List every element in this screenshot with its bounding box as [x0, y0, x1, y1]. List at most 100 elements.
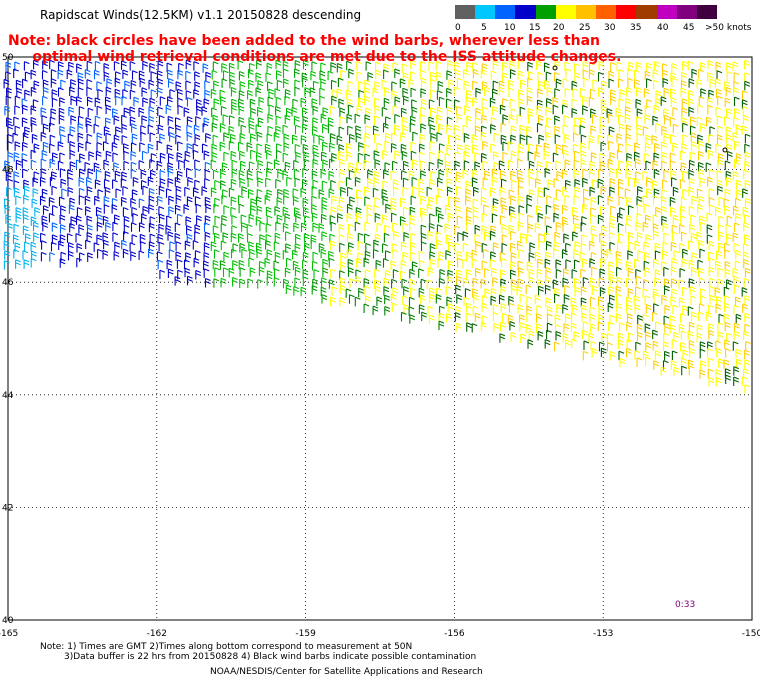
wind-barb: [715, 369, 722, 379]
wind-barb: [600, 257, 606, 268]
wind-barb: [105, 117, 111, 127]
wind-barb: [663, 169, 670, 180]
wind-barb: [466, 61, 473, 72]
wind-barb: [525, 284, 532, 295]
wind-barb: [59, 258, 66, 268]
wind-barb: [355, 212, 362, 222]
wind-barb: [275, 149, 282, 160]
wind-barb: [121, 239, 127, 250]
wind-barb: [589, 160, 596, 171]
wind-barb: [507, 141, 514, 151]
wind-barbs: [3, 59, 751, 394]
wind-barb: [374, 268, 380, 279]
wind-barb: [157, 60, 164, 70]
wind-barb: [582, 168, 589, 178]
wind-barb: [607, 302, 614, 312]
wind-barb: [105, 104, 112, 115]
wind-barb: [491, 267, 497, 278]
wind-barb: [617, 339, 624, 350]
wind-barb: [383, 169, 389, 179]
wind-barb: [204, 169, 211, 179]
wind-barb: [474, 233, 481, 244]
wind-barb: [518, 98, 525, 109]
wind-barb: [619, 89, 626, 99]
wind-barb: [670, 97, 677, 107]
wind-barb: [742, 243, 749, 253]
wind-barb: [633, 258, 640, 269]
wind-barb: [57, 160, 64, 171]
wind-barb: [294, 277, 301, 287]
wind-barb: [690, 132, 697, 142]
wind-barb: [598, 341, 605, 352]
wind-barb: [635, 61, 642, 72]
wind-barb: [599, 124, 606, 134]
wind-barb: [192, 149, 199, 160]
wind-barb: [84, 69, 91, 79]
wind-barb: [535, 313, 542, 323]
wind-barb: [186, 167, 192, 178]
wind-barb: [294, 86, 301, 97]
wind-barb: [718, 242, 724, 252]
wind-barb: [429, 293, 436, 304]
wind-barb: [744, 80, 751, 91]
wind-barb: [4, 105, 11, 116]
wind-barb: [589, 296, 596, 307]
wind-barb: [579, 117, 586, 127]
wind-barb: [21, 158, 28, 169]
wind-barb: [52, 204, 58, 215]
wind-barb: [669, 116, 676, 127]
wind-barb: [635, 221, 642, 232]
wind-barb: [256, 131, 263, 142]
wind-barb: [104, 96, 111, 106]
wind-barb: [346, 248, 353, 259]
wind-barb: [607, 134, 613, 144]
wind-barb: [159, 133, 166, 143]
wind-barb: [552, 104, 559, 115]
wind-barb: [428, 116, 435, 127]
wind-barb: [266, 249, 273, 259]
wind-barb: [158, 206, 165, 216]
wind-barb: [554, 88, 561, 98]
wind-barb: [348, 169, 355, 180]
wind-barb: [716, 115, 723, 125]
wind-barb: [339, 242, 345, 253]
wind-barb: [7, 151, 14, 162]
wind-barb: [447, 303, 454, 313]
wind-barb: [418, 187, 425, 197]
wind-barb: [725, 108, 732, 118]
wind-barb: [474, 152, 481, 162]
wind-barb: [580, 221, 587, 232]
wind-barb: [51, 185, 58, 196]
wind-barb: [608, 78, 615, 89]
wind-barb: [338, 234, 345, 244]
wind-barb: [606, 333, 613, 343]
wind-barb: [312, 117, 319, 127]
wind-barb: [384, 250, 391, 260]
wind-barb: [168, 126, 175, 136]
wind-barb: [247, 233, 253, 243]
wind-barb: [49, 134, 56, 145]
wind-barb: [474, 161, 481, 171]
wind-barb: [374, 159, 381, 169]
wind-barb: [320, 168, 327, 179]
wind-barb: [372, 125, 379, 135]
wind-barb: [40, 251, 47, 262]
wind-barb: [571, 312, 577, 323]
wind-barb: [716, 134, 723, 144]
wind-barb: [372, 248, 379, 259]
wind-barb: [545, 266, 552, 277]
wind-barb: [356, 71, 363, 81]
wind-barb: [318, 223, 325, 233]
wind-barb: [466, 302, 472, 313]
wind-barb: [475, 240, 482, 251]
wind-barb: [409, 287, 416, 298]
wind-barb: [555, 330, 562, 341]
wind-barb: [331, 286, 338, 296]
wind-barb: [501, 312, 508, 323]
wind-barb: [644, 104, 651, 115]
wind-barb: [724, 268, 731, 279]
wind-barb: [653, 303, 659, 313]
wind-barb: [121, 114, 127, 125]
wind-barb: [733, 72, 740, 82]
wind-barb: [237, 60, 244, 70]
